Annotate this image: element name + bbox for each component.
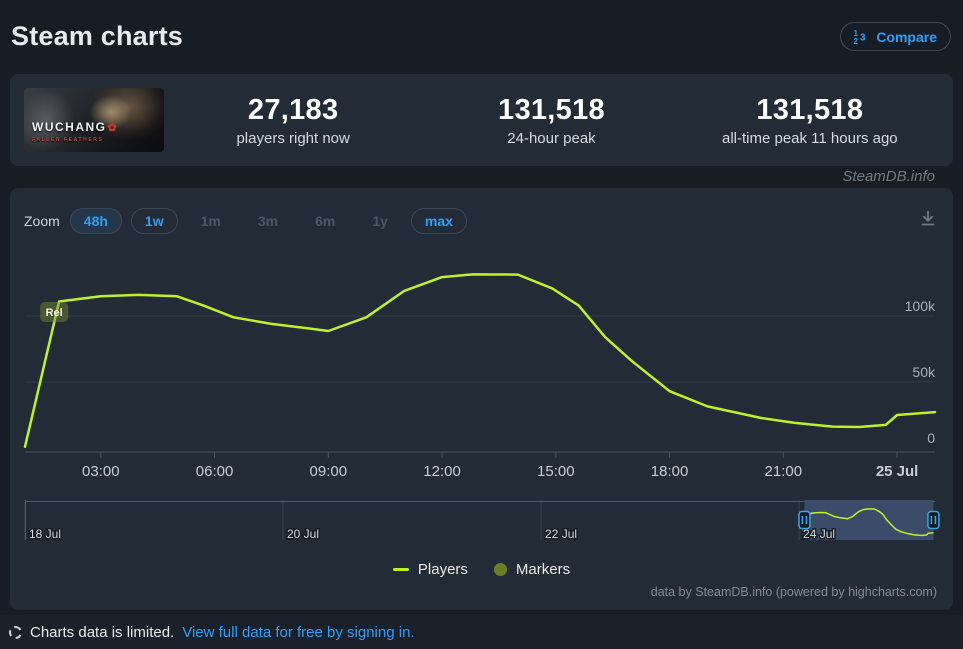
svg-text:21:00: 21:00	[765, 463, 803, 480]
navigator-selection[interactable]	[804, 500, 934, 540]
steamdb-watermark: SteamDB.info	[842, 168, 935, 185]
legend-markers-label: Markers	[515, 561, 571, 578]
legend-item-markers[interactable]: Markers	[493, 561, 571, 578]
peak-24h-label: 24-hour peak	[507, 129, 596, 147]
players-now-value: 27,183	[247, 93, 339, 126]
zoom-button-1w[interactable]: 1w	[130, 208, 178, 234]
page-title: Steam charts	[11, 21, 183, 51]
zoom-button-3m: 3m	[257, 213, 279, 229]
download-chart-icon[interactable]	[917, 208, 939, 235]
svg-text:100k: 100k	[905, 298, 936, 314]
alltime-peak-value: 131,518	[756, 93, 864, 126]
players-now-label: players right now	[236, 129, 350, 147]
svg-text:03:00: 03:00	[82, 463, 120, 480]
navigator: 18 Jul 20 Jul 22 Jul 24 Jul	[24, 500, 940, 543]
svg-text:50k: 50k	[912, 364, 936, 380]
game-logo-accent-icon: ✿	[107, 122, 117, 134]
limited-data-notice: Charts data is limited.	[30, 623, 175, 641]
chart-panel: Zoom 48h 1w 1m 3m 6m 1y max 0 50k 100k 03:00 06:00…	[10, 188, 953, 610]
limited-data-icon	[9, 625, 22, 639]
navigator-handle-left[interactable]	[798, 510, 811, 530]
game-subtitle: FALLEN FEATHERS	[32, 137, 104, 143]
chart-credit: data by SteamDB.info (powered by highcha…	[650, 585, 937, 599]
sign-in-link[interactable]: View full data for free by signing in.	[182, 623, 415, 641]
stat-alltime-peak: 131,518 all-time peak 11 hours ago	[681, 94, 939, 147]
markers-dot-swatch	[493, 563, 507, 576]
svg-text:0: 0	[927, 430, 935, 446]
svg-text:09:00: 09:00	[310, 463, 348, 480]
zoom-button-1y: 1y	[372, 213, 388, 229]
compare-button[interactable]: 1 2 3 Compare	[840, 22, 951, 51]
game-capsule-image[interactable]: WUCHANG✿ FALLEN FEATHERS	[24, 88, 164, 152]
svg-text:06:00: 06:00	[196, 463, 234, 480]
game-logo: WUCHANG✿ FALLEN FEATHERS	[32, 119, 117, 143]
svg-text:1: 1	[854, 29, 859, 38]
alltime-peak-label: all-time peak 11 hours ago	[721, 129, 898, 147]
players-series-line[interactable]	[23, 273, 937, 448]
limited-data-bar: Charts data is limited. View full data f…	[0, 615, 963, 649]
navigator-handle-right[interactable]	[927, 510, 940, 530]
svg-text:15:00: 15:00	[537, 463, 575, 480]
y-axis: 0 50k 100k	[25, 298, 936, 446]
chart-legend: Players Markers	[10, 561, 953, 578]
stat-24h-peak: 131,518 24-hour peak	[422, 94, 680, 147]
svg-text:22 Jul: 22 Jul	[545, 527, 577, 541]
svg-text:2: 2	[854, 37, 859, 45]
stats-panel: WUCHANG✿ FALLEN FEATHERS 27,183 players …	[10, 74, 953, 166]
svg-text:Rel: Rel	[46, 307, 63, 319]
players-chart: 0 50k 100k 03:00 06:00 09:00 12:00 15:00 18:00 21…	[23, 273, 940, 543]
compare-label: Compare	[876, 28, 937, 45]
zoom-button-1m: 1m	[200, 213, 221, 229]
legend-players-label: Players	[417, 561, 468, 578]
release-marker[interactable]: Rel	[40, 302, 69, 323]
zoom-label: Zoom	[24, 213, 60, 229]
game-title: WUCHANG	[32, 120, 107, 134]
top-bar: Steam charts 1 2 3 Compare	[0, 0, 963, 67]
compare-123-icon: 1 2 3	[852, 28, 869, 45]
svg-text:20 Jul: 20 Jul	[287, 527, 319, 541]
zoom-button-max[interactable]: max	[410, 208, 467, 234]
zoom-range-buttons: 48h 1w 1m 3m 6m 1y max	[69, 208, 467, 234]
players-line-swatch	[392, 568, 409, 571]
stats-columns: 27,183 players right now 131,518 24-hour…	[164, 94, 939, 147]
svg-text:18 Jul: 18 Jul	[29, 527, 61, 541]
stat-players-now: 27,183 players right now	[164, 94, 422, 147]
svg-text:3: 3	[860, 33, 866, 44]
svg-text:24 Jul: 24 Jul	[803, 527, 835, 541]
zoom-button-48h[interactable]: 48h	[69, 208, 122, 234]
zoom-button-6m: 6m	[315, 213, 336, 229]
peak-24h-value: 131,518	[498, 93, 605, 126]
svg-text:18:00: 18:00	[651, 463, 689, 480]
svg-text:25 Jul: 25 Jul	[876, 463, 919, 480]
x-axis: 03:00 06:00 09:00 12:00 15:00 18:00 21:00 25 Ju…	[25, 451, 935, 480]
svg-text:12:00: 12:00	[423, 463, 461, 480]
chart-toolbar: Zoom 48h 1w 1m 3m 6m 1y max	[24, 206, 939, 236]
legend-item-players[interactable]: Players	[392, 561, 468, 578]
navigator-mini-line	[803, 508, 934, 539]
